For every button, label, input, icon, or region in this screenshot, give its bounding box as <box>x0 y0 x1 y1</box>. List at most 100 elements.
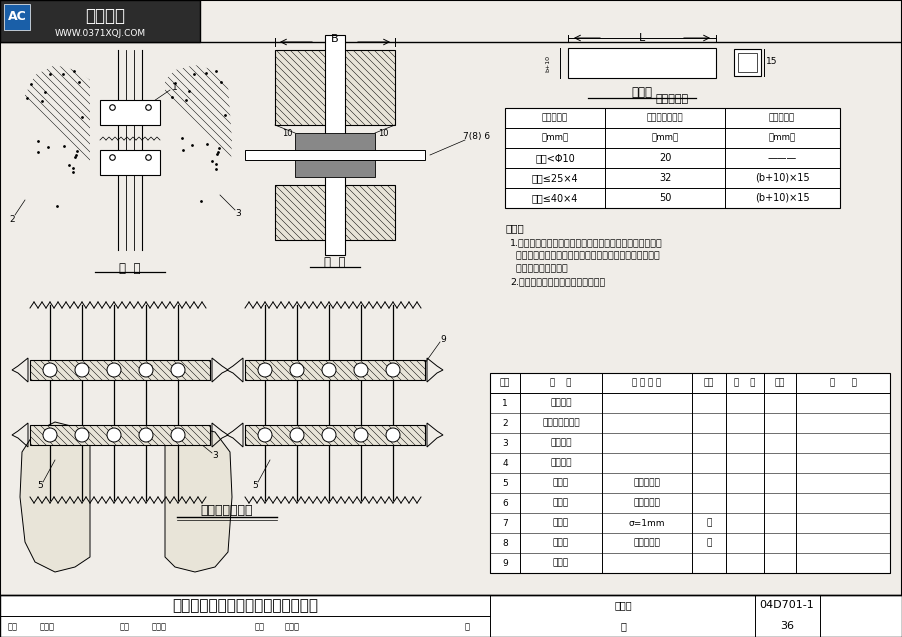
Text: （mm）: （mm） <box>769 134 796 143</box>
Circle shape <box>258 428 272 442</box>
Text: 校对: 校对 <box>120 622 130 631</box>
Text: 5: 5 <box>37 480 43 489</box>
Text: 电　缆: 电 缆 <box>553 478 569 487</box>
Text: 页: 页 <box>620 621 626 631</box>
Text: 7(8) 6: 7(8) 6 <box>464 131 491 141</box>
Text: 根: 根 <box>706 538 712 547</box>
Text: 3: 3 <box>235 208 241 217</box>
Circle shape <box>290 363 304 377</box>
Text: (b+10)×15: (b+10)×15 <box>755 193 809 203</box>
Text: 支持夹具: 支持夹具 <box>550 399 572 408</box>
Text: 穿楼板防火封堵: 穿楼板防火封堵 <box>201 503 253 517</box>
Text: 10: 10 <box>378 129 388 138</box>
Bar <box>245 360 425 380</box>
Circle shape <box>139 363 153 377</box>
Text: 套管尺寸表: 套管尺寸表 <box>656 94 688 104</box>
Text: 6: 6 <box>502 499 508 508</box>
Text: 方套管尺寸: 方套管尺寸 <box>769 113 796 122</box>
Bar <box>490 373 890 573</box>
Text: 1: 1 <box>172 83 178 92</box>
Bar <box>0 0 200 42</box>
Text: 8: 8 <box>502 538 508 547</box>
Circle shape <box>386 428 400 442</box>
Circle shape <box>322 428 336 442</box>
PathPatch shape <box>275 185 395 240</box>
Polygon shape <box>20 422 90 572</box>
Text: 方套管: 方套管 <box>631 87 652 99</box>
Text: 阻火包: 阻火包 <box>553 559 569 568</box>
Text: 筑密封膏堤死，内墙套管管口可根据实际情况处理，套管: 筑密封膏堤死，内墙套管管口可根据实际情况处理，套管 <box>510 252 659 261</box>
Text: 圆套管: 圆套管 <box>553 538 569 547</box>
Text: 名    称: 名 称 <box>550 378 572 387</box>
Bar <box>245 150 425 160</box>
Text: 设计: 设计 <box>255 622 265 631</box>
Text: 审核: 审核 <box>8 622 18 631</box>
PathPatch shape <box>165 65 232 210</box>
Text: 2.穿过外墙的套管，应向室外倾斜。: 2.穿过外墙的套管，应向室外倾斜。 <box>510 278 605 287</box>
Bar <box>275 185 395 240</box>
Bar <box>568 48 716 78</box>
Text: 2: 2 <box>9 215 14 224</box>
Text: 36: 36 <box>780 621 794 631</box>
Circle shape <box>139 428 153 442</box>
Text: 方套管: 方套管 <box>553 519 569 527</box>
Text: 穿  墙: 穿 墙 <box>324 255 345 269</box>
Circle shape <box>107 363 121 377</box>
Text: 见工程设计: 见工程设计 <box>633 478 660 487</box>
Text: 04D701-1: 04D701-1 <box>759 600 815 610</box>
Text: 圆锂<Φ10: 圆锂<Φ10 <box>535 153 575 163</box>
Bar <box>30 425 210 445</box>
Text: 接地线: 接地线 <box>553 499 569 508</box>
Text: B: B <box>331 34 339 44</box>
Text: 备      注: 备 注 <box>830 378 857 387</box>
Text: 现代桥架: 现代桥架 <box>85 7 125 25</box>
Circle shape <box>75 363 89 377</box>
Text: 扁锂≤40×4: 扁锂≤40×4 <box>532 193 578 203</box>
Bar <box>4 4 30 30</box>
PathPatch shape <box>30 425 210 445</box>
Text: 王学军: 王学军 <box>285 622 300 631</box>
PathPatch shape <box>275 50 395 125</box>
Text: 10: 10 <box>281 129 292 138</box>
Text: 32: 32 <box>658 173 671 183</box>
Text: 数    量: 数 量 <box>734 378 756 387</box>
Text: 9: 9 <box>502 559 508 568</box>
Text: 型 号 规 格: 型 号 规 格 <box>632 378 662 387</box>
Text: 序号: 序号 <box>500 378 511 387</box>
Text: 1: 1 <box>502 399 508 408</box>
Text: 圆套管公称直径: 圆套管公称直径 <box>647 113 684 122</box>
Text: 3: 3 <box>212 450 218 459</box>
Circle shape <box>354 428 368 442</box>
Text: 5: 5 <box>253 480 258 489</box>
Circle shape <box>386 363 400 377</box>
Text: 页: 页 <box>465 622 470 631</box>
Bar <box>505 108 840 208</box>
Text: 矿棉或玻璃纤维: 矿棉或玻璃纤维 <box>542 419 580 427</box>
Text: 的纵向缝隙应焊接；: 的纵向缝隙应焊接； <box>510 264 567 273</box>
Circle shape <box>354 363 368 377</box>
Text: 15: 15 <box>767 57 778 66</box>
Bar <box>275 50 395 125</box>
Circle shape <box>322 363 336 377</box>
Text: 5: 5 <box>502 478 508 487</box>
Text: 9: 9 <box>440 336 446 345</box>
Circle shape <box>290 428 304 442</box>
Bar <box>0 595 902 637</box>
Circle shape <box>43 428 57 442</box>
Text: 7: 7 <box>502 519 508 527</box>
Text: 电缆、接地干线穿纤井防火封堵安装: 电缆、接地干线穿纤井防火封堵安装 <box>172 599 318 613</box>
Text: 单位: 单位 <box>704 378 714 387</box>
Bar <box>245 425 425 445</box>
Text: σ=1mm: σ=1mm <box>629 519 666 527</box>
Text: 防火堵料: 防火堵料 <box>550 438 572 448</box>
Text: L: L <box>639 33 645 43</box>
Text: 根: 根 <box>706 519 712 527</box>
Bar <box>738 53 757 72</box>
Bar <box>325 35 345 255</box>
Bar <box>100 150 160 175</box>
Bar <box>734 49 761 76</box>
Text: 附注：: 附注： <box>506 223 525 233</box>
Text: 图集号: 图集号 <box>614 600 631 610</box>
Text: 尺寸见表格: 尺寸见表格 <box>633 538 660 547</box>
PathPatch shape <box>245 360 425 380</box>
